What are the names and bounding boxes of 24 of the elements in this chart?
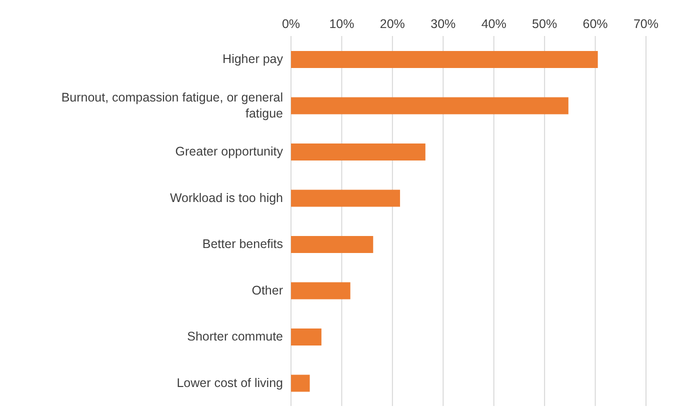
x-tick-label: 30% [430,17,456,31]
bar [291,236,374,253]
x-tick-label: 0% [282,17,300,31]
y-tick-label: Shorter commute [187,330,284,344]
x-tick-label: 60% [582,17,608,31]
y-tick-label: Lower cost of living [176,376,284,390]
bar [291,190,400,207]
x-tick-label: 70% [633,17,659,31]
x-tick-label: 20% [380,17,405,31]
x-tick-label: 10% [329,17,354,31]
bar [291,97,568,114]
bar [291,374,310,392]
y-tick-label: Better benefits [202,237,283,252]
bar [291,144,426,160]
y-tick-label: Other [252,283,283,298]
x-tick-label: 40% [481,17,506,31]
bar [291,328,322,346]
y-tick-label: Burnout, compassion fatigue, or general fatigue [61,90,284,120]
bar [291,51,598,68]
x-tick-label: 50% [532,17,558,31]
y-tick-label: Workload is too high [170,190,284,205]
bar [291,282,350,300]
y-tick-label: Higher pay [222,52,284,66]
y-tick-label: Greater opportunity [175,144,284,159]
